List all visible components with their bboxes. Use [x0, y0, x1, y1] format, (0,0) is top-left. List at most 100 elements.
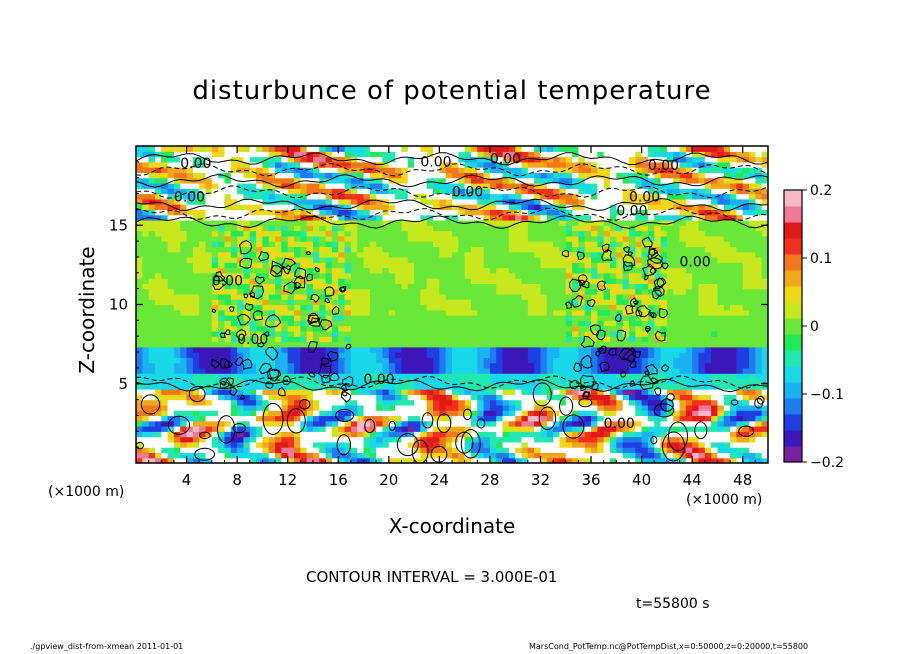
heatmap-cell — [312, 330, 320, 337]
heatmap-cell — [622, 320, 630, 327]
heatmap-cell — [540, 272, 548, 279]
heatmap-cell — [243, 209, 251, 216]
heatmap-cell — [628, 214, 636, 221]
heatmap-cell — [483, 325, 491, 332]
heatmap-cell — [433, 262, 440, 269]
heatmap-cell — [628, 441, 636, 448]
heatmap-cell — [268, 225, 276, 232]
heatmap-cell — [148, 293, 156, 300]
heatmap-cell — [275, 182, 282, 189]
heatmap-cell — [420, 447, 428, 454]
heatmap-cell — [173, 241, 181, 247]
heatmap-cell — [338, 299, 346, 306]
heatmap-cell — [300, 452, 308, 459]
heatmap-cell — [199, 362, 207, 369]
heatmap-cell — [275, 161, 282, 168]
heatmap-cell — [470, 251, 478, 258]
heatmap-cell — [395, 320, 403, 327]
heatmap-cell — [452, 219, 459, 226]
heatmap-cell — [287, 346, 295, 353]
heatmap-cell — [395, 167, 403, 174]
heatmap-cell — [553, 441, 561, 448]
heatmap-cell — [281, 367, 289, 374]
heatmap-cell — [414, 373, 421, 380]
heatmap-cell — [142, 251, 150, 258]
heatmap-cell — [610, 415, 617, 422]
heatmap-cell — [306, 426, 314, 432]
heatmap-cell — [199, 330, 207, 337]
heatmap-cell — [148, 426, 156, 432]
heatmap-cell — [508, 204, 516, 210]
heatmap-cell — [433, 447, 440, 454]
heatmap-cell — [540, 352, 548, 358]
heatmap-cell — [382, 209, 390, 216]
heatmap-cell — [142, 272, 150, 279]
heatmap-cell — [591, 389, 598, 395]
heatmap-cell — [591, 188, 598, 195]
heatmap-cell — [483, 367, 491, 374]
heatmap-cell — [597, 251, 605, 258]
heatmap-cell — [477, 452, 485, 459]
heatmap-cell — [540, 325, 548, 332]
heatmap-cell — [439, 378, 447, 385]
heatmap-cell — [388, 204, 396, 210]
heatmap-cell — [534, 283, 542, 290]
heatmap-cell — [224, 378, 232, 385]
heatmap-cell — [496, 415, 504, 422]
heatmap-cell — [268, 304, 276, 311]
heatmap-cell — [180, 177, 188, 184]
heatmap-cell — [300, 431, 308, 438]
heatmap-cell — [458, 378, 466, 385]
heatmap-cell — [154, 251, 162, 258]
heatmap-cell — [275, 214, 282, 221]
heatmap-cell — [654, 426, 662, 432]
heatmap-cell — [426, 441, 434, 448]
heatmap-cell — [199, 378, 207, 385]
heatmap-cell — [452, 235, 459, 242]
heatmap-cell — [452, 431, 459, 438]
heatmap-cell — [287, 315, 295, 321]
heatmap-cell — [243, 267, 251, 274]
heatmap-cell — [167, 447, 175, 454]
heatmap-cell — [237, 188, 245, 195]
heatmap-cell — [534, 209, 542, 216]
heatmap-cell — [452, 188, 459, 195]
heatmap-cell — [262, 209, 270, 216]
heatmap-cell — [281, 431, 289, 438]
heatmap-cell — [224, 304, 232, 311]
heatmap-cell — [136, 404, 143, 411]
heatmap-cell — [173, 415, 181, 422]
heatmap-cell — [521, 367, 529, 374]
heatmap-cell — [515, 182, 523, 189]
heatmap-cell — [603, 410, 611, 417]
heatmap-cell — [230, 389, 238, 395]
heatmap-cell — [186, 415, 194, 422]
heatmap-cell — [521, 431, 529, 438]
heatmap-cell — [154, 389, 162, 395]
heatmap-cell — [597, 288, 605, 295]
heatmap-cell — [230, 219, 238, 226]
heatmap-cell — [256, 394, 263, 401]
heatmap-cell — [369, 251, 377, 258]
heatmap-cell — [192, 193, 200, 200]
heatmap-cell — [249, 209, 257, 216]
heatmap-cell — [388, 304, 396, 311]
heatmap-cell — [382, 315, 390, 321]
heatmap-cell — [610, 156, 617, 163]
heatmap-cell — [439, 299, 447, 306]
heatmap-cell — [331, 214, 339, 221]
heatmap-cell — [281, 383, 289, 390]
heatmap-cell — [142, 204, 150, 210]
heatmap-cell — [565, 373, 573, 380]
heatmap-cell — [382, 167, 390, 174]
heatmap-cell — [344, 177, 352, 184]
heatmap-cell — [325, 182, 333, 189]
heatmap-cell — [477, 225, 485, 232]
heatmap-cell — [401, 293, 409, 300]
heatmap-cell — [641, 241, 649, 247]
heatmap-cell — [483, 320, 491, 327]
heatmap-cell — [616, 420, 624, 427]
heatmap-cell — [527, 299, 535, 306]
heatmap-cell — [445, 198, 453, 205]
heatmap-cell — [445, 336, 453, 343]
